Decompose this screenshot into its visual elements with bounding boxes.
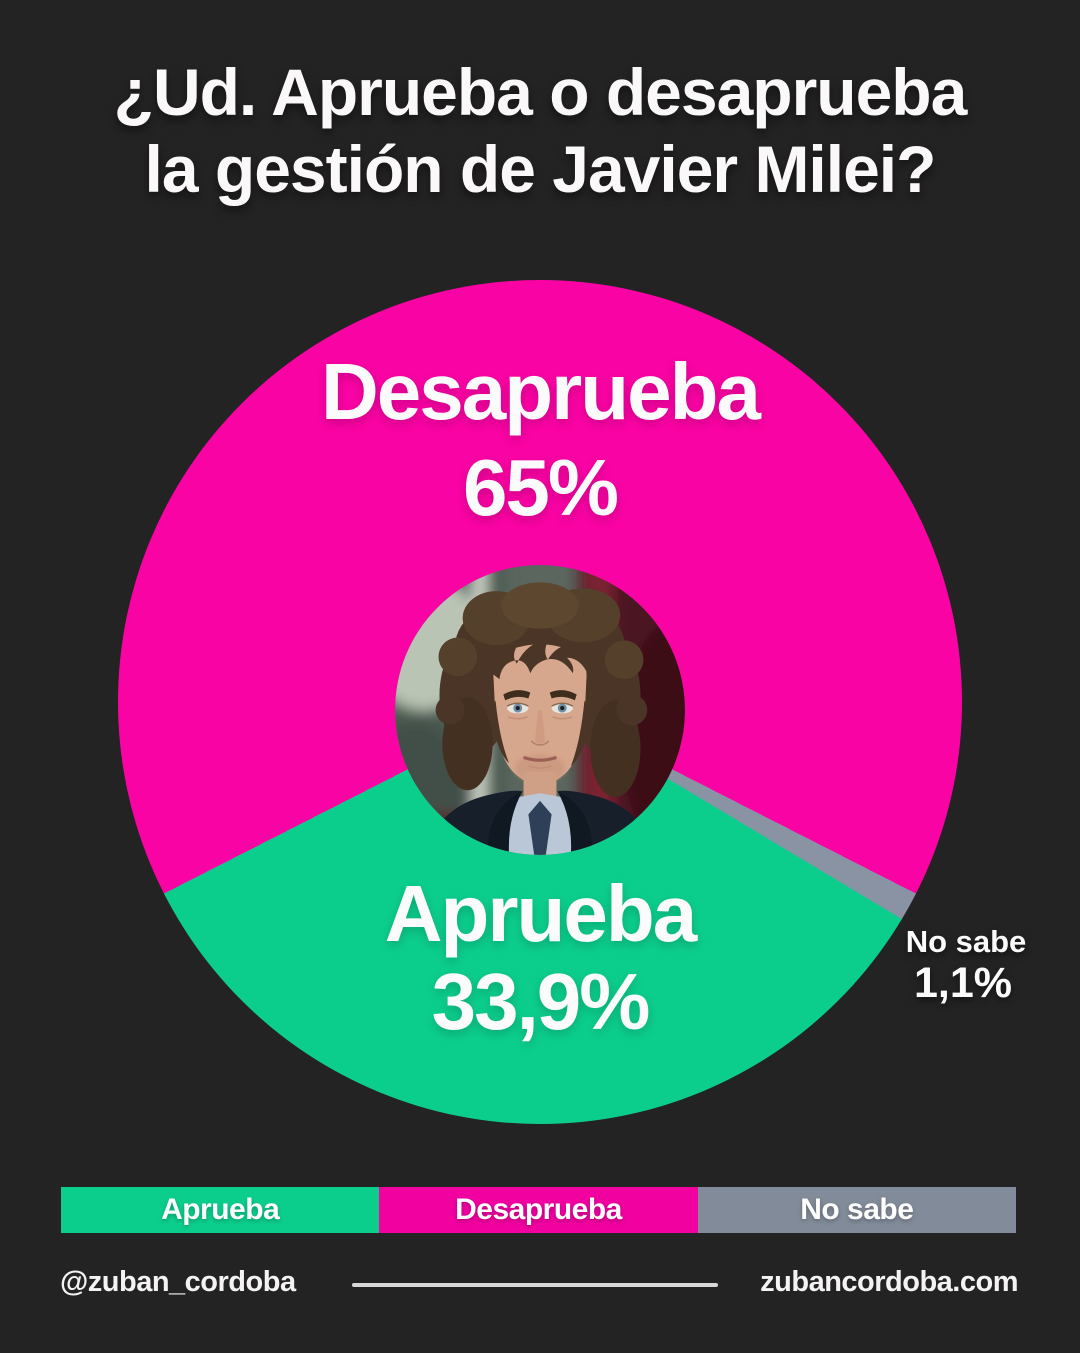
slice-label-desaprueba: Desaprueba	[321, 347, 761, 436]
poll-question-line1: ¿Ud. Aprueba o desaprueba	[113, 55, 968, 129]
slice-value-desaprueba: 65%	[462, 443, 619, 532]
legend-label-no-sabe: No sabe	[800, 1193, 914, 1226]
slice-value-aprueba: 33,9%	[431, 957, 651, 1046]
twitter-handle: @zuban_cordoba	[60, 1266, 296, 1298]
slice-label-aprueba: Aprueba	[384, 869, 697, 958]
slice-value-no-sabe: 1,1%	[913, 959, 1013, 1007]
legend: Aprueba Desaprueba No sabe	[61, 1187, 1016, 1233]
milei-portrait-illustration	[395, 565, 685, 855]
poll-question-title: ¿Ud. Aprueba o desaprueba la gestión de …	[0, 54, 1080, 208]
poll-question-line2: la gestión de Javier Milei?	[144, 132, 937, 206]
legend-item-desaprueba: Desaprueba	[379, 1187, 698, 1233]
website-url: zubancordoba.com	[760, 1266, 1018, 1298]
legend-label-desaprueba: Desaprueba	[455, 1193, 622, 1226]
slice-label-no-sabe: No sabe	[905, 924, 1027, 959]
milei-portrait-photo	[395, 565, 685, 855]
legend-item-aprueba: Aprueba	[61, 1187, 380, 1233]
legend-item-no-sabe: No sabe	[697, 1187, 1016, 1233]
footer-divider-line	[352, 1283, 718, 1287]
legend-label-aprueba: Aprueba	[161, 1193, 280, 1226]
